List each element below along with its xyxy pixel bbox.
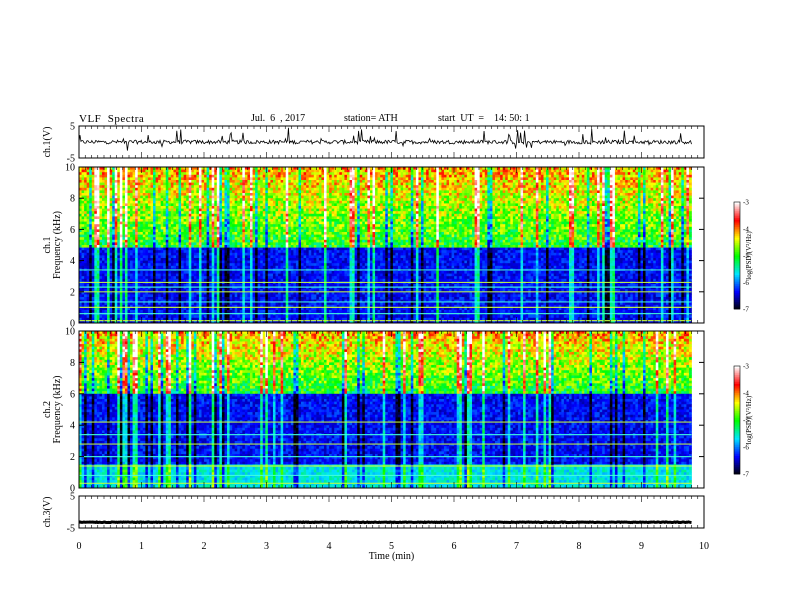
colorbar-tick-label: -7 — [743, 306, 749, 314]
y-axis-label: ch.1(V) — [42, 127, 53, 158]
colorbar-label: log(PSD)(V²/Hz) — [745, 231, 753, 280]
y-tick-label: 10 — [65, 327, 75, 338]
x-tick-label: 3 — [264, 541, 269, 552]
x-tick-label: 1 — [139, 541, 144, 552]
ch1-spectrogram-plot — [79, 167, 692, 323]
ch3-waveform-trace — [79, 522, 692, 523]
y-tick-label: 2 — [70, 287, 75, 298]
y-tick-label: 8 — [70, 194, 75, 205]
x-tick-label: 9 — [639, 541, 644, 552]
y-tick-label: 4 — [70, 421, 75, 432]
y-tick-label: 10 — [65, 163, 75, 174]
x-tick-label: 8 — [577, 541, 582, 552]
colorbar-label: log(PSD)(V²/Hz) — [745, 395, 753, 444]
ch2-spectrogram-plot — [79, 331, 692, 488]
x-tick-label: 4 — [327, 541, 332, 552]
x-tick-label: 7 — [514, 541, 519, 552]
y-tick-label: 8 — [70, 358, 75, 369]
x-tick-label: 2 — [202, 541, 207, 552]
x-tick-label: 6 — [452, 541, 457, 552]
x-tick-label: 10 — [699, 541, 709, 552]
y-tick-label: 4 — [70, 256, 75, 267]
ch1-waveform-trace — [79, 128, 692, 151]
y-tick-label: 6 — [70, 389, 75, 400]
colorbar-tick-label: -7 — [743, 471, 749, 479]
y-tick-label: -5 — [67, 524, 75, 535]
y-axis-label: ch.2Frequency (kHz) — [42, 375, 63, 443]
x-axis-label: Time (min) — [369, 551, 414, 562]
y-axis-label: ch.3(V) — [42, 497, 53, 528]
y-tick-label: 5 — [70, 122, 75, 133]
y-axis-label: ch.1Frequency (kHz) — [42, 211, 63, 279]
y-tick-label: 6 — [70, 225, 75, 236]
colorbar-tick-label: -3 — [743, 199, 749, 207]
y-tick-label: 2 — [70, 452, 75, 463]
colorbar-tick-label: -3 — [743, 363, 749, 371]
x-tick-label: 0 — [77, 541, 82, 552]
y-tick-label: 5 — [70, 492, 75, 503]
